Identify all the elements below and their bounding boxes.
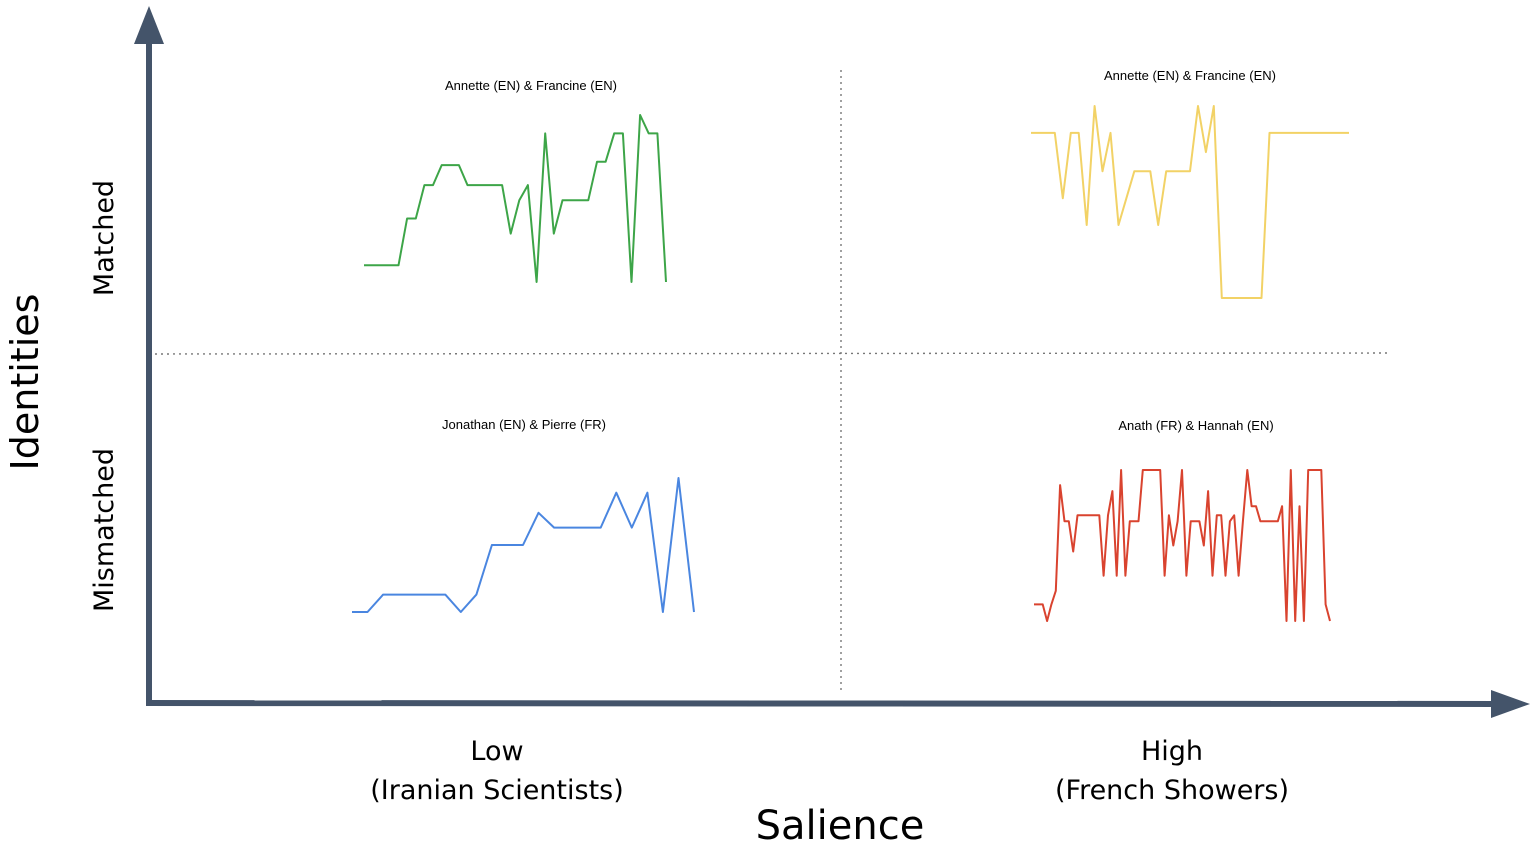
- series-line-matched-high: [1031, 105, 1349, 299]
- x-axis-arrowhead: [1491, 690, 1530, 718]
- x-level-high: High: [1141, 736, 1203, 767]
- y-level-mismatched: Mismatched: [89, 448, 120, 612]
- y-axis-arrowhead: [134, 6, 164, 44]
- series-line-mismatched-high: [1034, 469, 1331, 622]
- panel-title-mismatched-high: Anath (FR) & Hannah (EN): [1118, 418, 1273, 433]
- x-level-high-detail: (French Showers): [1055, 775, 1289, 806]
- panel-title-matched-low: Annette (EN) & Francine (EN): [445, 78, 617, 93]
- y-axis-title: Identities: [3, 294, 47, 471]
- series-line-matched-low: [364, 114, 667, 283]
- series-line-mismatched-low: [352, 477, 695, 613]
- horizontal-divider: [154, 352, 1389, 355]
- panel-title-matched-high: Annette (EN) & Francine (EN): [1104, 68, 1276, 83]
- x-axis: [145, 700, 1497, 707]
- x-level-low-detail: (Iranian Scientists): [370, 775, 624, 806]
- x-level-low: Low: [470, 736, 523, 767]
- x-axis-title: Salience: [756, 803, 925, 845]
- panel-title-mismatched-low: Jonathan (EN) & Pierre (FR): [442, 417, 606, 432]
- y-level-matched: Matched: [89, 180, 120, 296]
